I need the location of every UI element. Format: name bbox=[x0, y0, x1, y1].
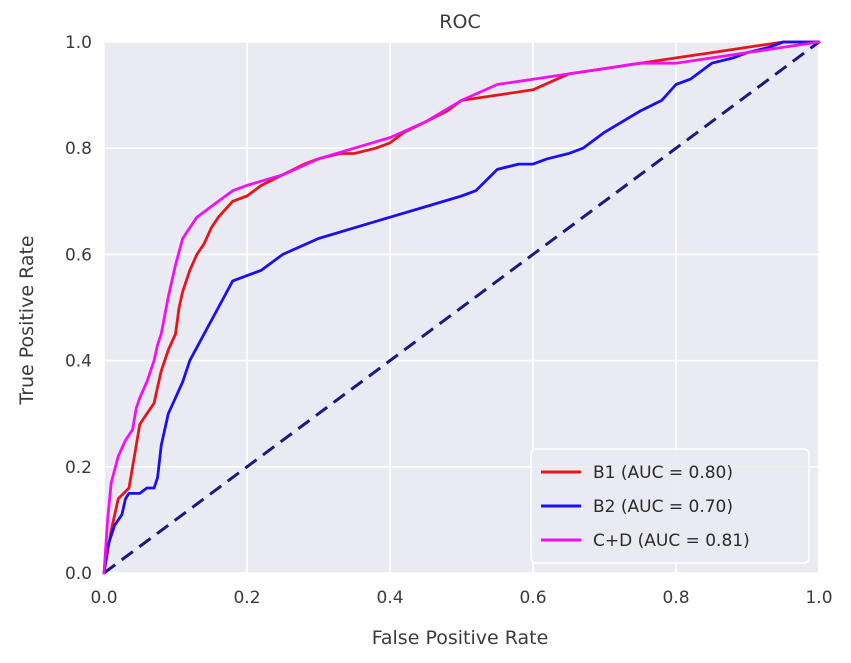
tick-labels: 0.0 0.2 0.4 0.6 0.8 1.0 0.0 0.2 0.4 0.6 0.8 1.0 bbox=[65, 33, 833, 608]
x-tick-label: 0.8 bbox=[662, 588, 689, 608]
x-tick-label: 0.4 bbox=[376, 588, 403, 608]
y-tick-label: 0.6 bbox=[65, 245, 92, 265]
x-tick-label: 0.6 bbox=[519, 588, 546, 608]
chart-title: ROC bbox=[439, 11, 480, 33]
reference-line bbox=[103, 40, 820, 575]
series-line-2 bbox=[102, 40, 821, 575]
y-tick-label: 0.8 bbox=[65, 139, 92, 159]
y-tick-label: 1.0 bbox=[65, 33, 92, 53]
series-lines bbox=[102, 40, 821, 575]
y-axis-label: True Positive Rate bbox=[16, 235, 38, 405]
series-line-0 bbox=[102, 40, 821, 575]
legend-label: B2 (AUC = 0.70) bbox=[593, 497, 733, 517]
y-tick-label: 0.4 bbox=[65, 352, 92, 372]
x-tick-label: 1.0 bbox=[805, 588, 832, 608]
y-tick-label: 0.2 bbox=[65, 458, 92, 478]
legend-box bbox=[530, 448, 810, 564]
chance-diagonal-line bbox=[103, 40, 820, 575]
x-tick-label: 0.2 bbox=[233, 588, 260, 608]
x-axis-label: False Positive Rate bbox=[372, 627, 549, 649]
series-line-1 bbox=[102, 40, 821, 575]
legend-label: C+D (AUC = 0.81) bbox=[593, 531, 750, 551]
grid-lines bbox=[103, 41, 820, 574]
x-tick-label: 0.0 bbox=[90, 588, 117, 608]
legend: B1 (AUC = 0.80) B2 (AUC = 0.70) C+D (AUC =… bbox=[530, 448, 810, 564]
y-tick-label: 0.0 bbox=[65, 564, 92, 584]
legend-label: B1 (AUC = 0.80) bbox=[593, 463, 733, 483]
